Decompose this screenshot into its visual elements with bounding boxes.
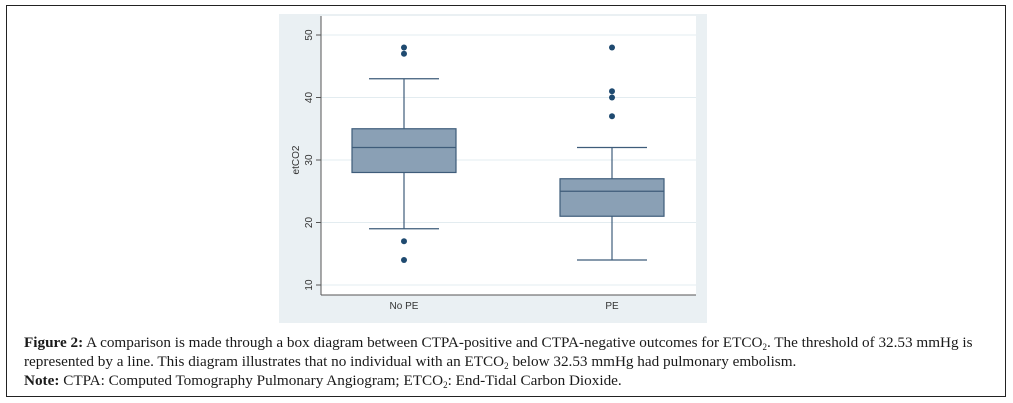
note-text: : End-Tidal Carbon Dioxide. [447, 372, 622, 389]
y-tick-label: 20 [304, 217, 315, 229]
figure-label: Figure 2: [24, 334, 84, 351]
outlier-point [401, 257, 407, 263]
outlier-point [609, 94, 615, 101]
iqr-box [351, 128, 457, 174]
figure-frame [6, 5, 1006, 397]
y-tick-label: 30 [304, 154, 315, 166]
iqr-box [559, 178, 665, 217]
subscript: 2 [443, 380, 448, 390]
y-tick-label: 40 [304, 92, 315, 104]
y-tick-label: 10 [304, 279, 315, 291]
box-pe [559, 44, 665, 261]
x-tick-label: No PE [390, 301, 419, 312]
box-no-pe [351, 44, 457, 263]
y-tick-label: 50 [304, 29, 315, 41]
caption-text: . The threshold of 32.53 mmHg is represe… [24, 334, 973, 370]
outlier-point [401, 50, 407, 57]
note-label: Note: [24, 372, 60, 389]
outlier-point [609, 113, 615, 120]
subscript: 2 [762, 342, 767, 352]
outlier-point [401, 238, 407, 245]
outlier-point [401, 44, 407, 51]
y-axis-label: etCO2 [291, 145, 302, 174]
figure-caption: Figure 2: A comparison is made through a… [24, 333, 999, 390]
x-tick-label: PE [605, 301, 619, 312]
outlier-point [609, 44, 615, 51]
outlier-point [609, 88, 615, 95]
caption-text: below 32.53 mmHg had pulmonary embolism. [508, 353, 797, 370]
note-text: CTPA: Computed Tomography Pulmonary Angi… [59, 372, 444, 389]
caption-text: A comparison is made through a box diagr… [83, 334, 763, 351]
subscript: 2 [504, 361, 509, 371]
